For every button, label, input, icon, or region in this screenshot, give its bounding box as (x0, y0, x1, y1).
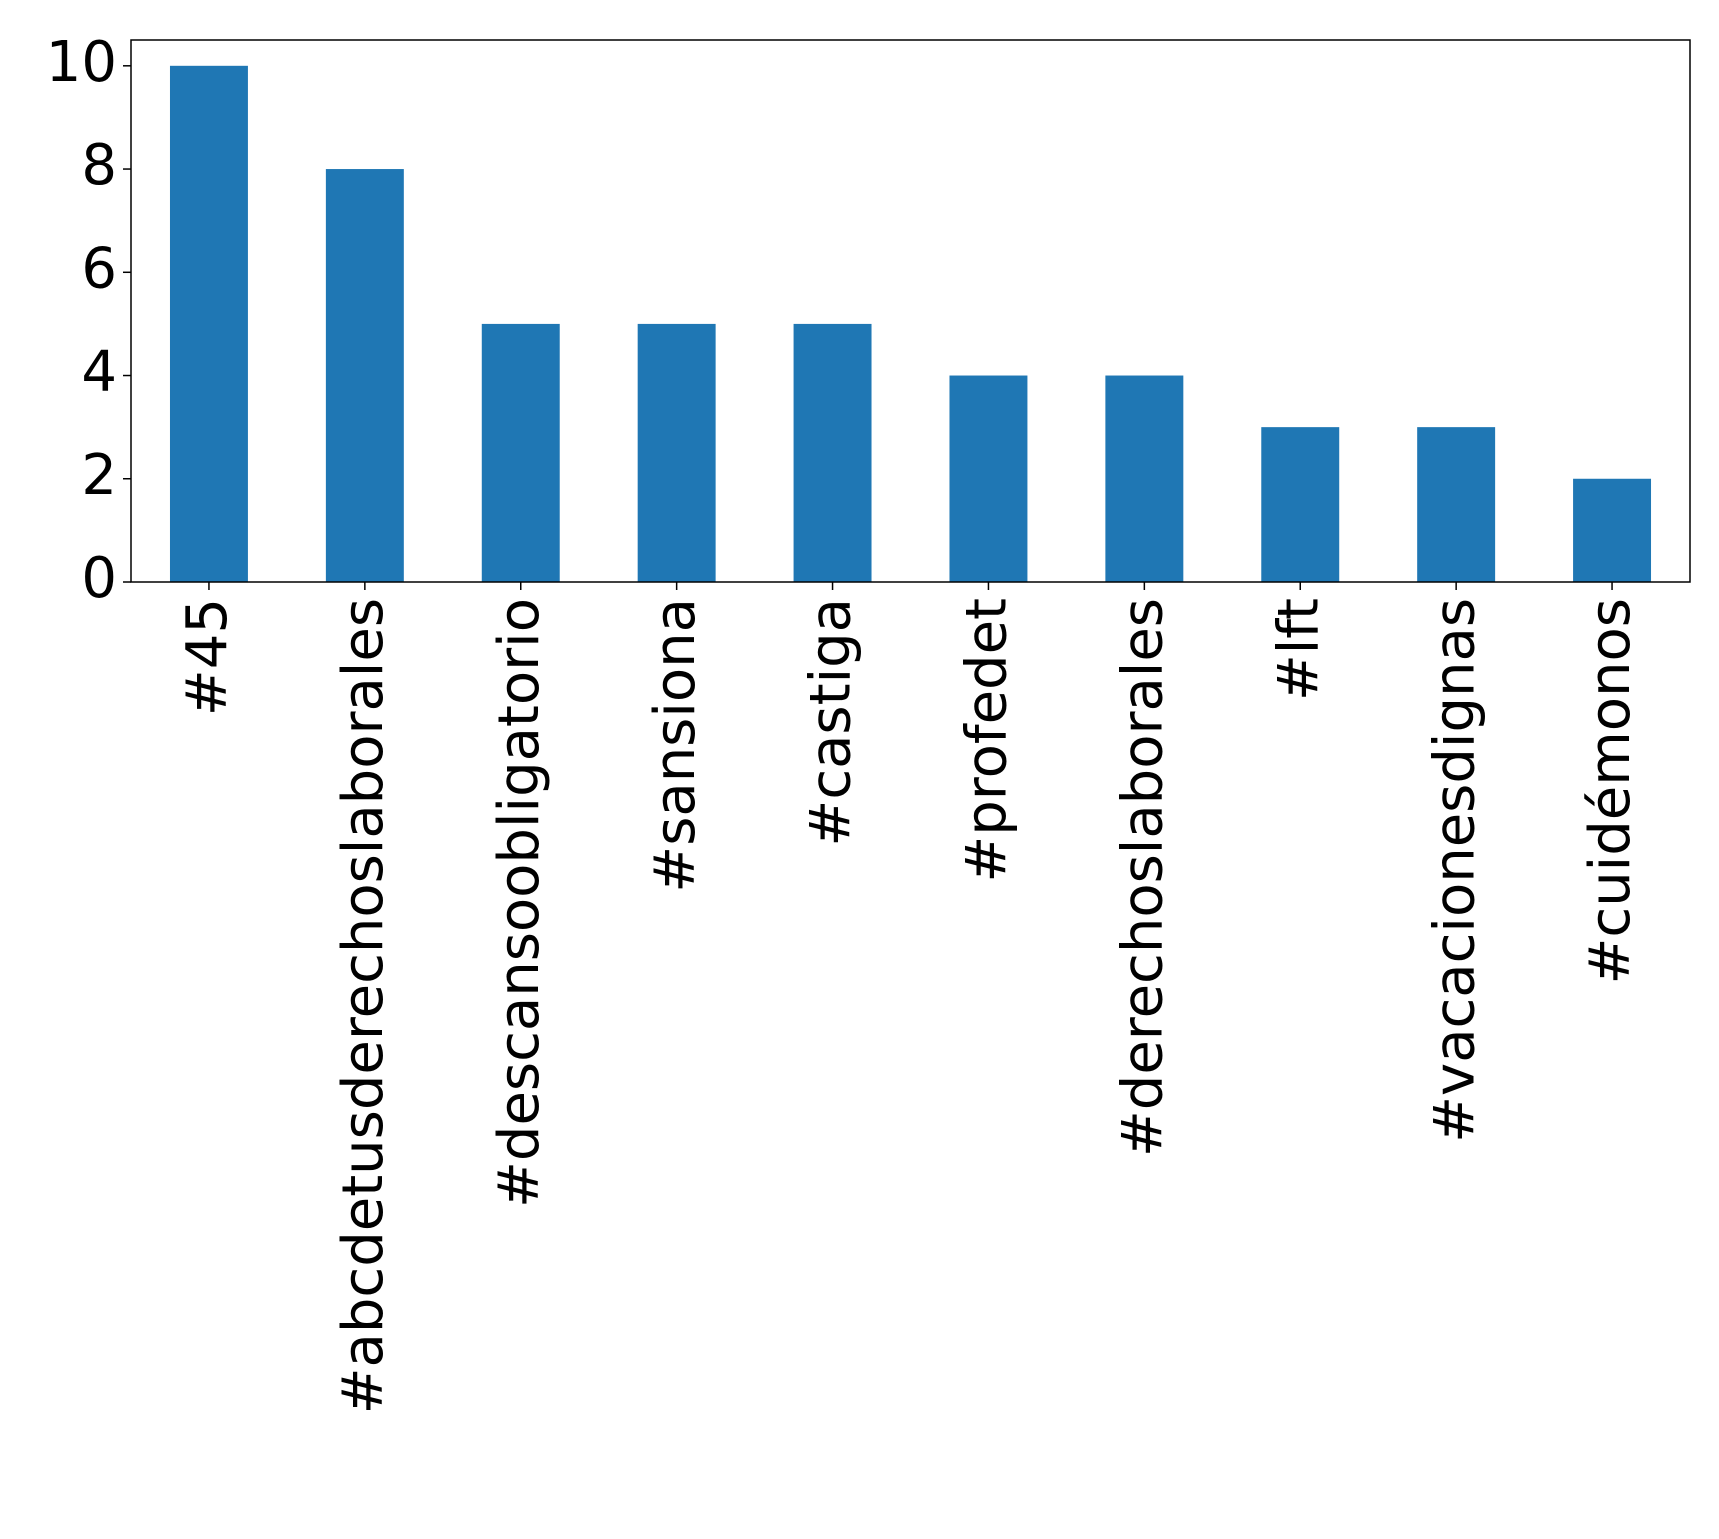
bar (169, 65, 248, 583)
bars-layer (169, 65, 1652, 583)
x-tick-label: #45 (175, 598, 240, 716)
x-tick-label: #lft (1266, 598, 1331, 701)
y-tick-label: 6 (81, 236, 117, 301)
bar (637, 323, 716, 582)
x-tick-label: #derechoslaborales (1110, 598, 1175, 1157)
bar (1261, 427, 1340, 582)
bar (1573, 478, 1652, 582)
x-tick-label: #castiga (799, 598, 864, 847)
bar (1105, 375, 1184, 582)
x-tick-label: #sansiona (643, 598, 708, 893)
x-tick-label: #descansoobligatorio (487, 598, 552, 1208)
x-axis: #45 #abcdetusderechoslaborales #descansoob… (175, 582, 1643, 1414)
x-tick-label: #abcdetusderechoslaborales (331, 598, 396, 1414)
bar (793, 323, 872, 582)
bar (949, 375, 1028, 582)
bar (325, 169, 404, 583)
y-tick-label: 10 (46, 30, 117, 95)
x-tick-label: #profedet (955, 598, 1020, 883)
y-axis: 0 2 4 6 8 10 (46, 30, 131, 611)
bar (481, 323, 560, 582)
bar (1417, 427, 1496, 582)
y-tick-label: 4 (81, 340, 117, 405)
y-tick-label: 8 (81, 133, 117, 198)
plot-frame (130, 39, 1691, 583)
x-tick-label: #cuidémonos (1578, 598, 1643, 985)
x-tick-label: #vacacionesdignas (1422, 598, 1487, 1143)
y-tick-label: 2 (81, 443, 117, 508)
y-tick-label: 0 (81, 546, 117, 611)
